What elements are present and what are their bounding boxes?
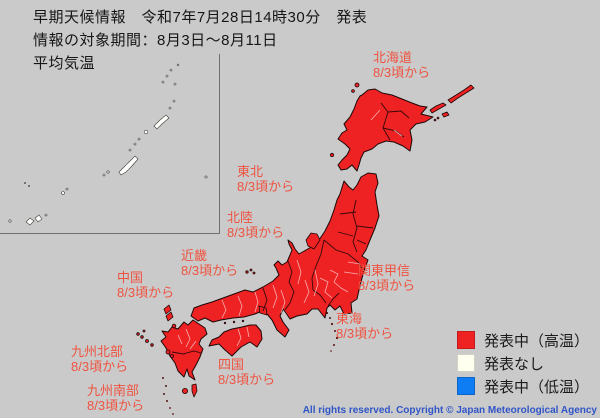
region-label-kinki: 近畿 8/3頃から <box>181 248 239 278</box>
region-label-chugoku: 中国 8/3頃から <box>117 270 175 300</box>
header-title-line: 早期天候情報 令和7年7月28日14時30分 発表 <box>33 9 368 26</box>
legend-label-low-temp: 発表中（低温） <box>484 378 590 396</box>
legend-row-none: 発表なし <box>457 354 589 373</box>
offshore-islets <box>162 311 339 415</box>
legend: 発表中（高温） 発表なし 発表中（低温） <box>457 331 589 400</box>
legend-row-high-temp: 発表中（高温） <box>457 331 590 350</box>
region-borders <box>171 102 410 355</box>
region-label-hokuriku: 北陸 8/3頃から <box>227 210 285 240</box>
header-period-line: 情報の対象期間：8月3日～8月11日 <box>33 32 278 49</box>
okinawa-inset-map <box>0 54 220 234</box>
region-label-shikoku: 四国 8/3頃から <box>218 357 276 387</box>
region-label-tohoku: 東北 8/3頃から <box>237 164 295 194</box>
island-hokkaido <box>337 88 434 172</box>
region-label-kyushu-south: 九州南部 8/3頃から <box>87 383 145 413</box>
legend-label-high-temp: 発表中（高温） <box>484 332 590 350</box>
ryukyu-islands <box>8 63 208 226</box>
region-label-hokkaido: 北海道 8/3頃から <box>373 50 431 80</box>
island-kyushu <box>160 319 208 381</box>
legend-swatch-high-temp <box>457 331 475 349</box>
header: 早期天候情報 令和7年7月28日14時30分 発表 情報の対象期間：8月3日～8… <box>33 6 367 75</box>
header-element-line: 平均気温 <box>33 55 96 72</box>
island-shikoku <box>208 324 263 357</box>
legend-label-none: 発表なし <box>484 355 545 373</box>
prefecture-borders <box>177 109 403 350</box>
small-islands <box>136 82 360 398</box>
legend-swatch-none <box>457 354 475 372</box>
legend-row-low-temp: 発表中（低温） <box>457 377 590 396</box>
region-label-tokai: 東海 8/3頃から <box>336 311 394 341</box>
legend-swatch-low-temp <box>457 377 475 395</box>
copyright-notice: All rights reserved. Copyright © Japan M… <box>302 405 597 416</box>
region-label-kyushu-north: 九州北部 8/3頃から <box>71 344 129 374</box>
kuril-islands <box>429 84 475 122</box>
inset-border <box>0 54 220 234</box>
region-label-kanto-koshin: 関東甲信 8/3頃から <box>358 263 416 293</box>
